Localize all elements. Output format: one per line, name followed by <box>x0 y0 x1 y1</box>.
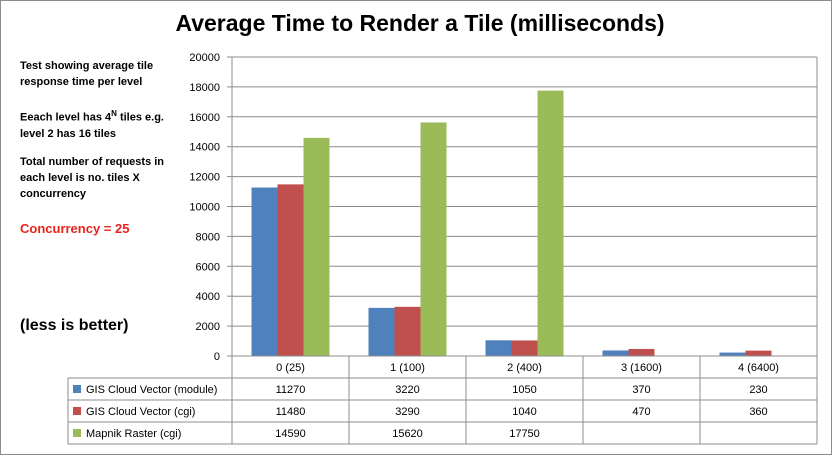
note-tiles-sup: N <box>111 109 117 118</box>
data-table-value: 11270 <box>276 384 306 396</box>
note-concurrency: Concurrency = 25 <box>20 221 130 236</box>
x-category-label: 2 (400) <box>507 362 542 374</box>
y-tick-label: 4000 <box>196 291 220 303</box>
legend-series-name: Mapnik Raster (cgi) <box>86 428 181 440</box>
data-table-value: 17750 <box>509 428 540 440</box>
bar <box>303 137 330 356</box>
data-table-value: 360 <box>749 406 767 418</box>
legend-swatch <box>73 385 81 393</box>
bar <box>511 340 538 356</box>
y-tick-label: 0 <box>214 351 220 363</box>
note-tiles-pre: Eeach level has 4 <box>20 111 112 124</box>
chart-title: Average Time to Render a Tile (milliseco… <box>175 10 665 36</box>
legend-swatch <box>73 429 81 437</box>
x-category-label: 4 (6400) <box>738 362 779 374</box>
y-tick-label: 16000 <box>189 112 220 124</box>
data-table-value: 1050 <box>512 384 536 396</box>
data-table-value: 3290 <box>395 406 419 418</box>
note-tiles-per-level: Eeach level has 4N tiles e.g. level 2 ha… <box>20 106 180 142</box>
bar <box>420 122 447 356</box>
bar <box>394 306 421 356</box>
bar <box>368 307 395 356</box>
bar <box>251 187 278 356</box>
y-tick-label: 12000 <box>189 172 220 184</box>
data-table-value: 3220 <box>395 384 419 396</box>
note-less-is-better: (less is better) <box>20 317 129 334</box>
legend-series-name: GIS Cloud Vector (module) <box>86 384 217 396</box>
data-table-value: 14590 <box>275 428 306 440</box>
y-tick-label: 6000 <box>196 261 220 273</box>
x-category-label: 3 (1600) <box>621 362 662 374</box>
bar <box>719 352 746 356</box>
x-category-label: 0 (25) <box>276 362 305 374</box>
y-tick-label: 2000 <box>196 321 220 333</box>
data-table-value: 370 <box>632 384 650 396</box>
bar <box>628 348 655 356</box>
y-tick-label: 18000 <box>189 82 220 94</box>
note-test-description: Test showing average tile response time … <box>20 60 154 88</box>
data-table-value: 1040 <box>512 406 536 418</box>
bar <box>745 350 772 356</box>
y-tick-label: 14000 <box>189 142 220 154</box>
legend-swatch <box>73 407 81 415</box>
data-table-value: 11480 <box>276 406 306 418</box>
bar <box>537 90 564 356</box>
y-tick-label: 10000 <box>189 202 220 214</box>
y-tick-label: 20000 <box>189 52 220 64</box>
y-tick-label: 8000 <box>196 231 220 243</box>
bar <box>277 184 304 356</box>
data-table-value: 470 <box>632 406 650 418</box>
x-category-label: 1 (100) <box>390 362 425 374</box>
bar <box>602 350 629 356</box>
legend-series-name: GIS Cloud Vector (cgi) <box>86 406 195 418</box>
data-table-value: 230 <box>749 384 767 396</box>
bar <box>485 340 512 356</box>
note-total-requests: Total number of requests in each level i… <box>20 156 165 200</box>
data-table-value: 15620 <box>392 428 423 440</box>
note-tiles-post: tiles e.g. level 2 has 16 tiles <box>20 111 164 140</box>
